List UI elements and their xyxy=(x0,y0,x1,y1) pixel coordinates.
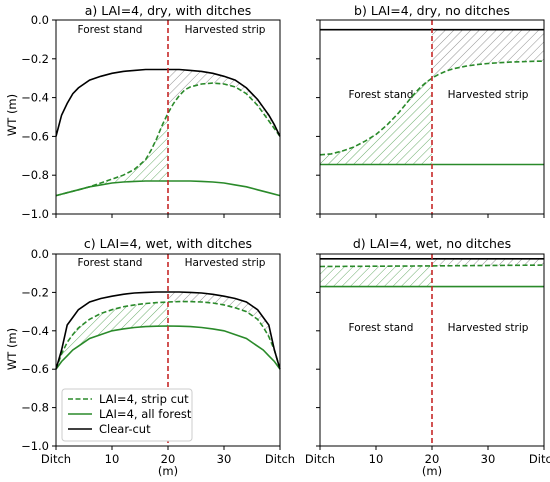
panel-b: b) LAI=4, dry, no ditches Forest stand H… xyxy=(316,3,545,218)
y-tick-label: −0.8 xyxy=(21,168,49,182)
x-tick-label: 20 xyxy=(161,452,176,466)
y-tick-label: −0.2 xyxy=(21,52,49,66)
x-tick-label: 30 xyxy=(481,452,496,466)
region-label-harvested: Harvested strip xyxy=(185,257,266,269)
panel-title: a) LAI=4, dry, with ditches xyxy=(85,3,252,18)
y-tick-label: −0.2 xyxy=(21,285,49,299)
plot-area xyxy=(319,20,545,214)
y-tick-label: 0.0 xyxy=(31,13,49,27)
region-label-harvested: Harvested strip xyxy=(448,322,529,334)
legend: LAI=4, strip cut LAI=4, all forest Clear… xyxy=(61,388,193,442)
x-tick-label: Ditch xyxy=(305,452,335,466)
y-axis-label: WT (m) xyxy=(5,328,19,370)
hatched-region-harvested-side xyxy=(432,29,544,79)
legend-label-strip-cut: LAI=4, strip cut xyxy=(99,392,189,406)
region-label-forest: Forest stand xyxy=(78,24,143,36)
series-line-strip xyxy=(319,60,545,156)
x-tick-label: Ditch xyxy=(529,452,550,466)
x-tick-label: Ditch xyxy=(265,452,295,466)
y-tick-label: −1.0 xyxy=(21,207,49,221)
x-tick-label: 10 xyxy=(105,452,120,466)
hatched-region-harvested-side xyxy=(168,69,280,137)
region-label-forest: Forest stand xyxy=(78,257,143,269)
panel-title: b) LAI=4, dry, no ditches xyxy=(354,3,510,18)
region-label-harvested: Harvested strip xyxy=(448,89,529,101)
x-tick-label: 30 xyxy=(217,452,232,466)
legend-label-all-forest: LAI=4, all forest xyxy=(99,407,192,421)
series-line-strip xyxy=(55,82,281,197)
plot-area xyxy=(55,20,281,214)
y-tick-label: −0.4 xyxy=(21,91,49,105)
hatched-region-forest-side xyxy=(320,265,432,287)
y-tick-label: −0.4 xyxy=(21,324,49,338)
region-label-harvested: Harvested strip xyxy=(185,24,266,36)
hatched-region-forest-side xyxy=(56,302,168,370)
y-tick-label: −0.8 xyxy=(21,401,49,415)
legend-frame xyxy=(61,388,193,442)
hatched-region-harvested-side xyxy=(168,292,280,370)
x-tick-label: 20 xyxy=(425,452,440,466)
x-tick-label: 10 xyxy=(369,452,384,466)
panel-title: d) LAI=4, wet, no ditches xyxy=(353,236,511,251)
y-tick-label: −0.6 xyxy=(21,129,49,143)
x-tick-label: Ditch xyxy=(41,452,71,466)
series-line-clear xyxy=(55,291,281,370)
panel-c: c) LAI=4, wet, with ditches Forest stand… xyxy=(5,236,295,478)
y-tick-label: 0.0 xyxy=(31,247,49,261)
y-tick-label: −1.0 xyxy=(21,439,49,453)
hatched-region-forest-side xyxy=(56,113,168,196)
legend-label-clear-cut: Clear-cut xyxy=(99,422,151,436)
panel-a: a) LAI=4, dry, with ditches Forest stand… xyxy=(5,3,281,221)
y-axis-label: WT (m) xyxy=(5,94,19,136)
region-label-forest: Forest stand xyxy=(349,322,414,334)
panel-d: d) LAI=4, wet, no ditches Forest stand H… xyxy=(305,236,550,478)
hatched-region-forest-side xyxy=(320,78,432,165)
x-axis-label: (m) xyxy=(158,464,178,478)
y-tick-label: −0.6 xyxy=(21,362,49,376)
plot-area xyxy=(319,254,545,446)
panel-title: c) LAI=4, wet, with ditches xyxy=(84,236,252,251)
region-label-forest: Forest stand xyxy=(349,89,414,101)
x-axis-label: (m) xyxy=(422,464,442,478)
hatched-region-harvested-side xyxy=(432,258,544,266)
